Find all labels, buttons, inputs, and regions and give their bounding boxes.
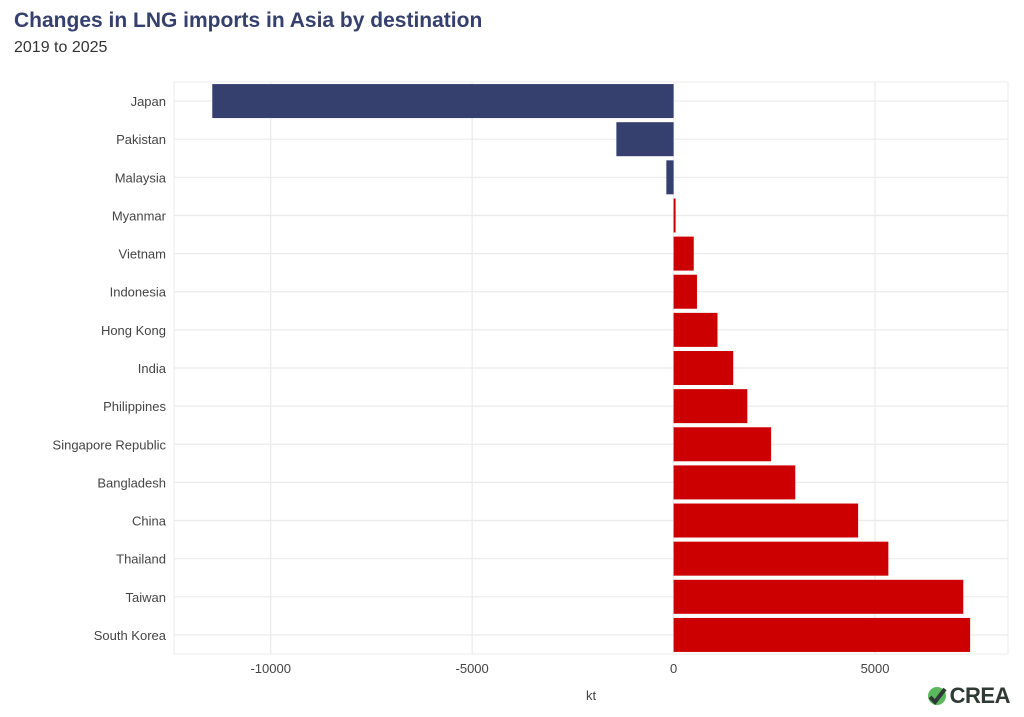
bar-india bbox=[673, 351, 734, 385]
bar-japan bbox=[212, 84, 674, 119]
bar-south-korea bbox=[673, 617, 971, 652]
chart-title: Changes in LNG imports in Asia by destin… bbox=[14, 9, 483, 32]
bar-thailand bbox=[673, 541, 889, 576]
bar-vietnam bbox=[673, 236, 694, 271]
y-tick-label: Singapore Republic bbox=[53, 437, 167, 452]
y-tick-label: Vietnam bbox=[119, 247, 166, 262]
y-tick-label: Thailand bbox=[116, 552, 166, 567]
bar-pakistan bbox=[616, 122, 674, 157]
y-tick-label: Myanmar bbox=[112, 208, 167, 223]
y-tick-label: Malaysia bbox=[115, 170, 167, 185]
y-tick-label: Hong Kong bbox=[101, 323, 166, 338]
crea-logo-text: CREA bbox=[949, 683, 1011, 708]
crea-logo-icon bbox=[927, 687, 947, 706]
bar-china bbox=[673, 503, 859, 538]
bar-taiwan bbox=[673, 579, 964, 614]
bar-singapore-republic bbox=[673, 427, 772, 462]
bar-malaysia bbox=[666, 160, 674, 195]
y-tick-label: Taiwan bbox=[126, 590, 166, 605]
bar-hong-kong bbox=[673, 312, 718, 347]
y-tick-label: China bbox=[132, 514, 167, 529]
x-tick-label: -5000 bbox=[456, 661, 489, 676]
y-tick-label: Pakistan bbox=[116, 132, 166, 147]
crea-logo: CREA bbox=[926, 683, 1011, 709]
bar-myanmar bbox=[673, 198, 676, 233]
y-tick-label: Bangladesh bbox=[97, 475, 166, 490]
y-tick-label: South Korea bbox=[94, 628, 167, 643]
y-tick-label: India bbox=[138, 361, 167, 376]
x-tick-label: -10000 bbox=[250, 661, 290, 676]
bar-bangladesh bbox=[673, 465, 796, 500]
x-tick-label: 0 bbox=[670, 661, 677, 676]
x-tick-label: 5000 bbox=[861, 661, 890, 676]
y-tick-label: Indonesia bbox=[110, 285, 167, 300]
chart-subtitle: 2019 to 2025 bbox=[14, 39, 108, 56]
y-tick-label: Japan bbox=[131, 94, 166, 109]
bar-philippines bbox=[673, 389, 748, 424]
bar-indonesia bbox=[673, 274, 697, 309]
y-tick-label: Philippines bbox=[103, 399, 166, 414]
x-axis-label: kt bbox=[586, 688, 597, 703]
